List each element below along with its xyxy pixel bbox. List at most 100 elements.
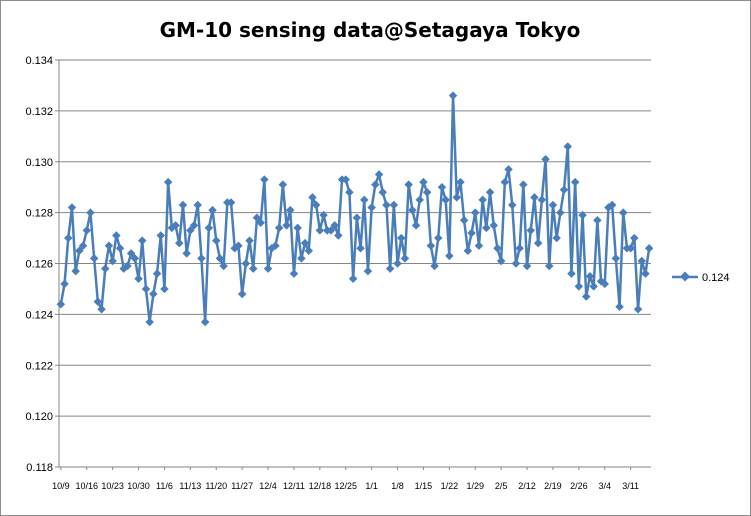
data-point bbox=[593, 216, 602, 225]
data-point bbox=[348, 274, 358, 284]
data-point bbox=[378, 188, 387, 197]
data-point bbox=[82, 226, 91, 235]
data-point bbox=[123, 261, 132, 271]
data-point bbox=[641, 269, 650, 278]
data-point bbox=[630, 233, 639, 243]
data-point bbox=[393, 259, 402, 268]
data-point bbox=[467, 228, 476, 238]
data-point bbox=[582, 292, 591, 301]
data-point bbox=[286, 205, 295, 215]
data-point bbox=[260, 175, 269, 184]
data-point bbox=[130, 254, 140, 263]
data-point bbox=[141, 284, 151, 294]
data-point bbox=[112, 231, 121, 240]
x-tick-label: 2/5 bbox=[495, 481, 508, 491]
x-tick-label: 12/18 bbox=[309, 481, 332, 491]
data-point bbox=[496, 256, 506, 266]
data-point bbox=[548, 200, 558, 210]
data-point bbox=[482, 223, 491, 233]
y-tick-label: 0.120 bbox=[25, 411, 53, 423]
data-point bbox=[226, 198, 236, 207]
data-point bbox=[67, 203, 77, 212]
data-point bbox=[404, 180, 413, 189]
data-point bbox=[493, 243, 502, 253]
data-point bbox=[530, 193, 539, 202]
data-point bbox=[78, 241, 88, 250]
data-point bbox=[104, 241, 114, 250]
data-point bbox=[633, 305, 643, 314]
data-point bbox=[101, 264, 110, 273]
data-point bbox=[282, 221, 291, 230]
data-point bbox=[341, 175, 350, 184]
data-point bbox=[559, 185, 569, 194]
data-point bbox=[334, 231, 343, 240]
y-axis-ticks: 0.118 0.120 0.122 0.124 0.126 0.128 0.130 0.132… bbox=[25, 55, 59, 474]
data-point bbox=[545, 261, 554, 271]
data-point bbox=[60, 279, 69, 289]
data-point bbox=[515, 243, 524, 253]
data-point bbox=[208, 205, 217, 215]
x-axis-ticks: 10/9 10/16 10/23 10/30 11/6 11/13 11/20 11/27 12… bbox=[52, 467, 639, 491]
data-point bbox=[212, 236, 221, 245]
data-point bbox=[500, 177, 510, 187]
data-point bbox=[256, 218, 265, 228]
data-point bbox=[537, 195, 547, 205]
data-point bbox=[526, 226, 535, 235]
y-tick-label: 0.130 bbox=[25, 157, 53, 169]
data-point bbox=[156, 231, 165, 240]
data-point bbox=[607, 200, 617, 210]
x-tick-label: 12/11 bbox=[283, 481, 305, 491]
data-point bbox=[64, 233, 73, 243]
data-point bbox=[241, 259, 251, 268]
data-point bbox=[200, 317, 210, 327]
data-point bbox=[371, 180, 380, 189]
data-point bbox=[408, 205, 417, 215]
x-tick-label: 1/15 bbox=[415, 481, 433, 491]
data-point bbox=[522, 261, 532, 271]
data-point bbox=[356, 243, 365, 253]
data-point bbox=[352, 213, 362, 222]
data-point bbox=[452, 193, 461, 202]
data-point bbox=[193, 200, 202, 210]
data-point bbox=[345, 188, 354, 197]
data-point bbox=[485, 188, 495, 197]
legend-label: 0.124 bbox=[702, 272, 730, 284]
data-point bbox=[471, 208, 480, 217]
data-point bbox=[478, 195, 487, 205]
data-point bbox=[459, 216, 469, 225]
data-point bbox=[463, 246, 473, 256]
data-point bbox=[637, 256, 646, 266]
data-point bbox=[511, 259, 521, 268]
data-point bbox=[389, 200, 399, 210]
data-point bbox=[89, 254, 99, 263]
data-point bbox=[426, 241, 436, 250]
data-point bbox=[134, 274, 143, 284]
data-point bbox=[437, 182, 447, 192]
data-point bbox=[330, 221, 339, 230]
data-point bbox=[249, 264, 258, 273]
data-point bbox=[570, 177, 580, 187]
data-point bbox=[108, 256, 117, 266]
series-line bbox=[59, 94, 651, 324]
data-point bbox=[611, 254, 621, 263]
y-tick-label: 0.134 bbox=[25, 55, 53, 67]
x-tick-label: 2/19 bbox=[544, 481, 562, 491]
data-point bbox=[574, 282, 584, 291]
x-tick-label: 10/16 bbox=[75, 481, 98, 491]
x-tick-label: 1/1 bbox=[365, 481, 378, 491]
data-point bbox=[363, 266, 373, 276]
x-tick-label: 12/25 bbox=[334, 481, 357, 491]
data-point bbox=[504, 165, 513, 174]
data-point bbox=[71, 266, 80, 276]
data-point bbox=[430, 261, 439, 271]
data-point bbox=[93, 297, 103, 306]
data-point bbox=[533, 238, 543, 248]
x-tick-label: 3/11 bbox=[622, 481, 639, 491]
data-point bbox=[415, 195, 424, 205]
x-tick-label: 11/20 bbox=[205, 481, 227, 491]
data-point bbox=[434, 233, 443, 243]
data-point bbox=[252, 213, 262, 222]
data-point bbox=[204, 223, 214, 233]
x-tick-label: 11/13 bbox=[179, 481, 201, 491]
